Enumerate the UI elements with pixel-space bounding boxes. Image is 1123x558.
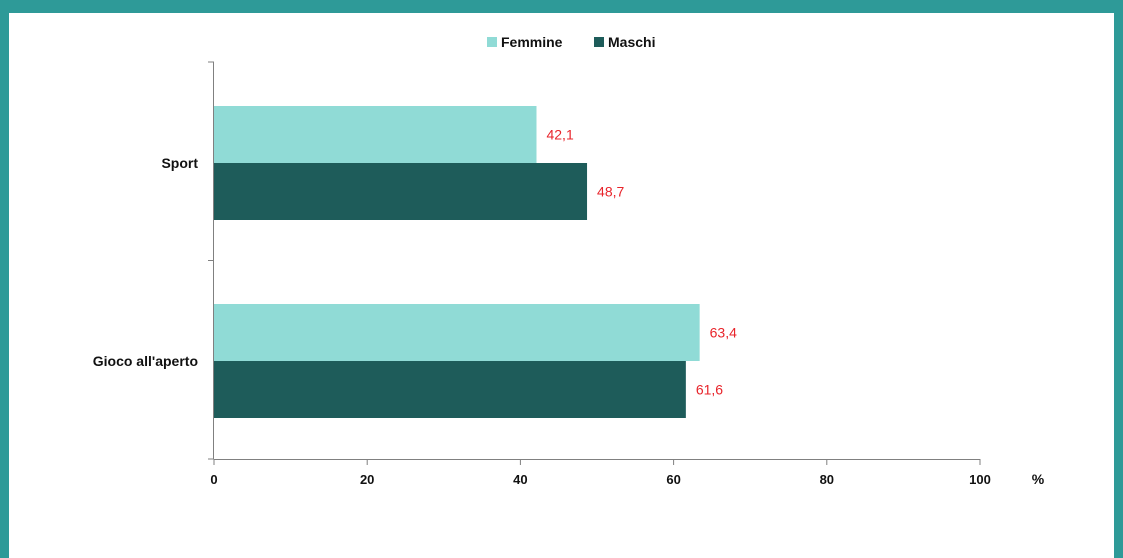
legend-swatch-femmine xyxy=(487,37,497,47)
data-label: 63,4 xyxy=(710,325,737,341)
x-tick-label: 20 xyxy=(360,472,374,487)
category-label: Sport xyxy=(161,155,198,171)
axes: 0 20 40 60 80 100% xyxy=(208,61,1045,487)
bars xyxy=(214,106,700,418)
legend-swatch-maschi xyxy=(594,37,604,47)
data-label: 61,6 xyxy=(696,382,723,398)
labels: 42,1 48,7 Sport 63,4 61,6 Gioco all'aperto xyxy=(93,127,737,398)
data-label: 42,1 xyxy=(546,127,573,143)
bar-maschi-0 xyxy=(214,163,588,220)
bar-maschi-1 xyxy=(214,361,686,418)
data-label: 48,7 xyxy=(597,184,624,200)
x-tick-label: 100 xyxy=(969,472,991,487)
category-label: Gioco all'aperto xyxy=(93,353,198,369)
x-tick-label: 80 xyxy=(820,472,834,487)
x-tick-label: 40 xyxy=(513,472,527,487)
legend-label-femmine: Femmine xyxy=(501,34,563,50)
legend-label-maschi: Maschi xyxy=(608,34,655,50)
bar-femmine-1 xyxy=(214,304,700,361)
bar-femmine-0 xyxy=(214,106,537,163)
x-unit-label: % xyxy=(1032,471,1045,487)
legend: Femmine Maschi xyxy=(487,34,655,50)
x-tick-label: 0 xyxy=(210,472,217,487)
x-tick-label: 60 xyxy=(666,472,680,487)
